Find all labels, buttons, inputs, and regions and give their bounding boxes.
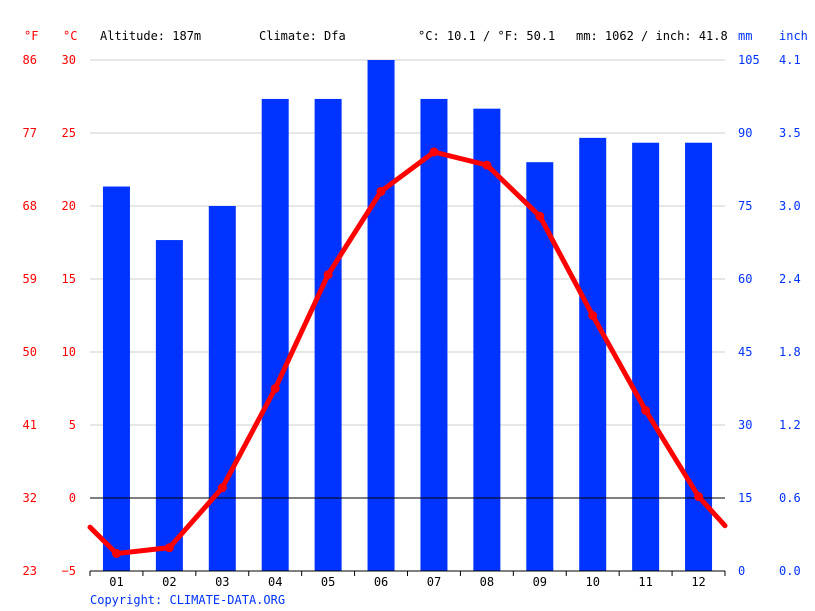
month-tick-label: 05 [321, 575, 335, 589]
precipitation-bar [208, 206, 236, 571]
celsius-tick-label: 15 [62, 272, 76, 286]
temperature-point [694, 492, 704, 502]
inch-tick-label: 3.5 [779, 126, 801, 140]
precipitation-bar [367, 60, 395, 571]
celsius-unit-label: °C [63, 29, 77, 43]
temperature-point [588, 311, 598, 320]
inch-tick-label: 1.8 [779, 345, 801, 359]
temperature-polyline [87, 149, 728, 556]
fahrenheit-tick-label: 32 [23, 491, 37, 505]
month-tick-label: 12 [691, 575, 705, 589]
mm-unit-label: mm [738, 29, 752, 43]
temperature-point [376, 186, 386, 196]
month-tick-label: 07 [427, 575, 441, 589]
fahrenheit-tick-label: 86 [23, 53, 37, 67]
temperature-point [641, 405, 651, 415]
fahrenheit-tick-label: 23 [23, 564, 37, 578]
celsius-tick-label: 20 [62, 199, 76, 213]
temperature-point [535, 211, 545, 221]
inch-tick-label: 4.1 [779, 53, 801, 67]
temperature-point [482, 160, 492, 170]
month-tick-label: 01 [109, 575, 123, 589]
precipitation-bar [420, 98, 448, 571]
temperature-point [323, 270, 333, 280]
temperature-point [111, 548, 121, 558]
month-tick-label: 10 [585, 575, 599, 589]
celsius-tick-label: 30 [62, 53, 76, 67]
fahrenheit-tick-label: 77 [23, 126, 37, 140]
mm-tick-label: 0 [738, 564, 745, 578]
axes [89, 570, 726, 576]
precipitation-bar [473, 108, 501, 572]
fahrenheit-tick-label: 59 [23, 272, 37, 286]
precipitation-bars [102, 60, 713, 572]
month-tick-label: 02 [162, 575, 176, 589]
precipitation-bar [526, 162, 554, 571]
inch-tick-label: 2.4 [779, 272, 801, 286]
month-tick-label: 08 [480, 575, 494, 589]
celsius-tick-label: 25 [62, 126, 76, 140]
precipitation-bar [261, 98, 289, 571]
mm-tick-label: 105 [738, 53, 760, 67]
mm-tick-label: 75 [738, 199, 752, 213]
precipitation-bar [632, 142, 660, 571]
month-tick-label: 03 [215, 575, 229, 589]
temperature-line [87, 147, 728, 558]
temperature-point [164, 543, 174, 553]
celsius-tick-label: 0 [69, 491, 76, 505]
month-tick-label: 04 [268, 575, 282, 589]
mm-tick-label: 60 [738, 272, 752, 286]
climate-label: Climate: Dfa [259, 29, 346, 43]
month-tick-label: 11 [638, 575, 652, 589]
copyright-text: Copyright: CLIMATE-DATA.ORG [90, 593, 285, 607]
celsius-tick-label: 5 [69, 418, 76, 432]
precipitation-bar [314, 98, 342, 571]
temperature-point [270, 384, 280, 393]
celsius-tick-label: 10 [62, 345, 76, 359]
inch-tick-label: 1.2 [779, 418, 801, 432]
inch-tick-label: 3.0 [779, 199, 801, 213]
fahrenheit-tick-label: 68 [23, 199, 37, 213]
precipitation-bar [155, 240, 183, 572]
altitude-label: Altitude: 187m [100, 29, 201, 43]
inch-tick-label: 0.0 [779, 564, 801, 578]
precipitation-total-label: mm: 1062 / inch: 41.8 [576, 29, 728, 43]
tick-labels: 23 −5 0 0.0 32 0 15 0.6 41 5 30 1.2 50 10 45 1.8 59 15 60 2… [23, 53, 801, 589]
month-tick-label: 09 [533, 575, 547, 589]
mm-tick-label: 30 [738, 418, 752, 432]
mm-tick-label: 15 [738, 491, 752, 505]
inch-tick-label: 0.6 [779, 491, 801, 505]
fahrenheit-tick-label: 41 [23, 418, 37, 432]
precipitation-bar [102, 186, 130, 572]
precipitation-bar [579, 137, 607, 571]
inch-unit-label: inch [779, 29, 808, 43]
fahrenheit-tick-label: 50 [23, 345, 37, 359]
celsius-tick-label: −5 [62, 564, 76, 578]
month-tick-label: 06 [374, 575, 388, 589]
temperature-point [217, 483, 227, 493]
average-temperature-label: °C: 10.1 / °F: 50.1 [418, 29, 555, 43]
mm-tick-label: 45 [738, 345, 752, 359]
fahrenheit-unit-label: °F [24, 29, 38, 43]
mm-tick-label: 90 [738, 126, 752, 140]
gridlines [90, 59, 725, 499]
temperature-point [429, 147, 439, 157]
